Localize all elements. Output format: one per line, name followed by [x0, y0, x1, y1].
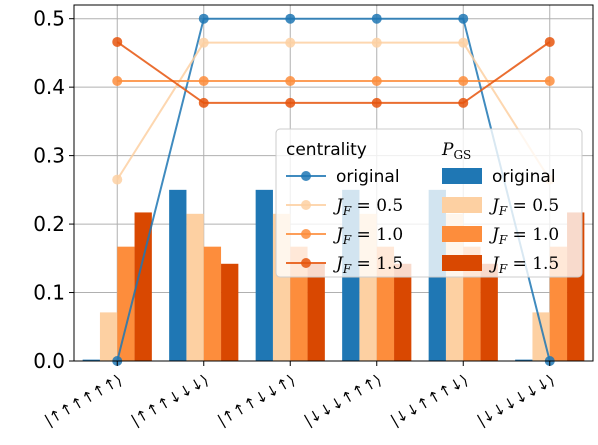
legend-title-pgs-main: P	[441, 140, 454, 160]
x-tick-label: |↑↑↑↓↓↑⟩	[214, 371, 298, 430]
series-point	[112, 36, 123, 47]
series-point	[112, 174, 123, 185]
plot-frame	[73, 4, 594, 362]
legend-centrality-label-var: J	[333, 196, 344, 216]
x-tick-label: |↓↓↓↓↓↓⟩	[474, 371, 558, 430]
series-point	[285, 75, 296, 86]
legend-pgs-label-var: J	[489, 196, 500, 216]
y-tick-label: 0.4	[33, 75, 65, 99]
legend-pgs-label-eq: = 1.0	[507, 225, 559, 245]
y-tick-label: 0.1	[33, 281, 65, 305]
legend-centrality-label: JF = 1.0	[333, 225, 403, 247]
legend-centrality-label-eq: = 0.5	[351, 196, 403, 216]
bar	[515, 359, 533, 361]
legend-pgs-label: JF = 1.0	[489, 225, 559, 247]
legend-title-centrality: centrality	[286, 140, 367, 160]
legend-pgs-label: JF = 1.5	[489, 254, 559, 276]
bar	[532, 312, 550, 361]
y-tick-label: 0.0	[33, 349, 65, 373]
legend-centrality-label-var: J	[333, 254, 344, 274]
legend-pgs-label-var: J	[489, 225, 500, 245]
legend-centrality-label-sub: F	[342, 262, 352, 276]
series-line	[116, 41, 551, 104]
legend-line-marker	[301, 229, 311, 239]
legend-box	[275, 128, 583, 278]
legend-title-pgs-sub: GS	[453, 148, 471, 162]
series-point	[371, 75, 382, 86]
bar	[221, 263, 239, 361]
bar	[394, 263, 412, 361]
legend-title-pgs: PGS	[441, 140, 471, 162]
legend-line-marker	[301, 200, 311, 210]
legend-centrality-label-eq: = 1.0	[351, 225, 403, 245]
series-point	[198, 37, 209, 48]
bar	[82, 359, 100, 361]
legend-pgs-label-eq: = 0.5	[507, 196, 559, 216]
x-tick-label: |↓↓↑↑↑↓⟩	[387, 371, 471, 430]
legend-centrality-label-sub: F	[342, 233, 352, 247]
series-line	[116, 17, 551, 362]
legend-bar-swatch	[442, 255, 482, 271]
series-point	[198, 13, 209, 24]
bar	[169, 189, 187, 361]
y-axis: 0.0 0.1 0.2 0.3 0.4 0.5	[33, 7, 74, 373]
bar	[203, 246, 222, 361]
series-point	[285, 37, 296, 48]
bar	[480, 263, 498, 361]
bar	[255, 189, 273, 361]
bar	[307, 263, 325, 361]
legend-centrality-label-eq: = 1.5	[351, 254, 403, 274]
x-tick-label: |↑↑↑↓↓↓⟩	[128, 371, 212, 430]
legend-pgs-label-sub: F	[498, 204, 508, 218]
series-point	[458, 13, 469, 24]
series-point	[458, 37, 469, 48]
x-tick-label: |↓↓↓↑↑↑⟩	[301, 371, 385, 430]
y-tick-label: 0.5	[33, 7, 65, 31]
series-point	[285, 13, 296, 24]
series-point	[458, 75, 469, 86]
legend-centrality-label-var: J	[333, 225, 344, 245]
legend-bar-swatch	[442, 197, 482, 213]
series-point	[544, 75, 555, 86]
legend-pgs-label: original	[492, 167, 556, 187]
legend-centrality-label: JF = 0.5	[333, 196, 403, 218]
x-tick-label: |↑↑↑↑↑↑⟩	[41, 371, 125, 430]
x-axis: |↑↑↑↑↑↑⟩ |↑↑↑↓↓↓⟩ |↑↑↑↓↓↑⟩ |↓↓↓↑↑↑⟩ |↓↓↑↑↑↓⟩…	[41, 361, 558, 430]
y-tick-label: 0.2	[33, 212, 65, 236]
legend-centrality-label-sub: F	[342, 204, 352, 218]
lines	[112, 13, 555, 366]
series-point	[544, 36, 555, 47]
legend-centrality-label: original	[336, 167, 400, 187]
series-point	[198, 97, 209, 108]
legend-centrality-label: JF = 1.5	[333, 254, 403, 276]
bar	[186, 213, 204, 361]
legend-pgs-label: JF = 0.5	[489, 196, 559, 218]
series-point	[371, 97, 382, 108]
legend-pgs-label-sub: F	[498, 262, 508, 276]
series-point	[371, 37, 382, 48]
y-tick-label: 0.3	[33, 144, 65, 168]
series-point	[458, 97, 469, 108]
legend-bar-swatch	[442, 168, 482, 184]
legend-pgs-label-var: J	[489, 254, 500, 274]
series-line	[116, 41, 551, 181]
legend-pgs-label-sub: F	[498, 233, 508, 247]
legend-line-marker	[301, 258, 311, 268]
series-point	[198, 75, 209, 86]
series-point	[112, 75, 123, 86]
legend-pgs-label-eq: = 1.5	[507, 254, 559, 274]
legend-line-marker	[301, 171, 311, 181]
bar	[117, 246, 135, 361]
bar	[134, 212, 152, 361]
series-point	[371, 13, 382, 24]
legend-bar-swatch	[442, 226, 482, 242]
series-point	[285, 97, 296, 108]
bar	[99, 312, 118, 361]
